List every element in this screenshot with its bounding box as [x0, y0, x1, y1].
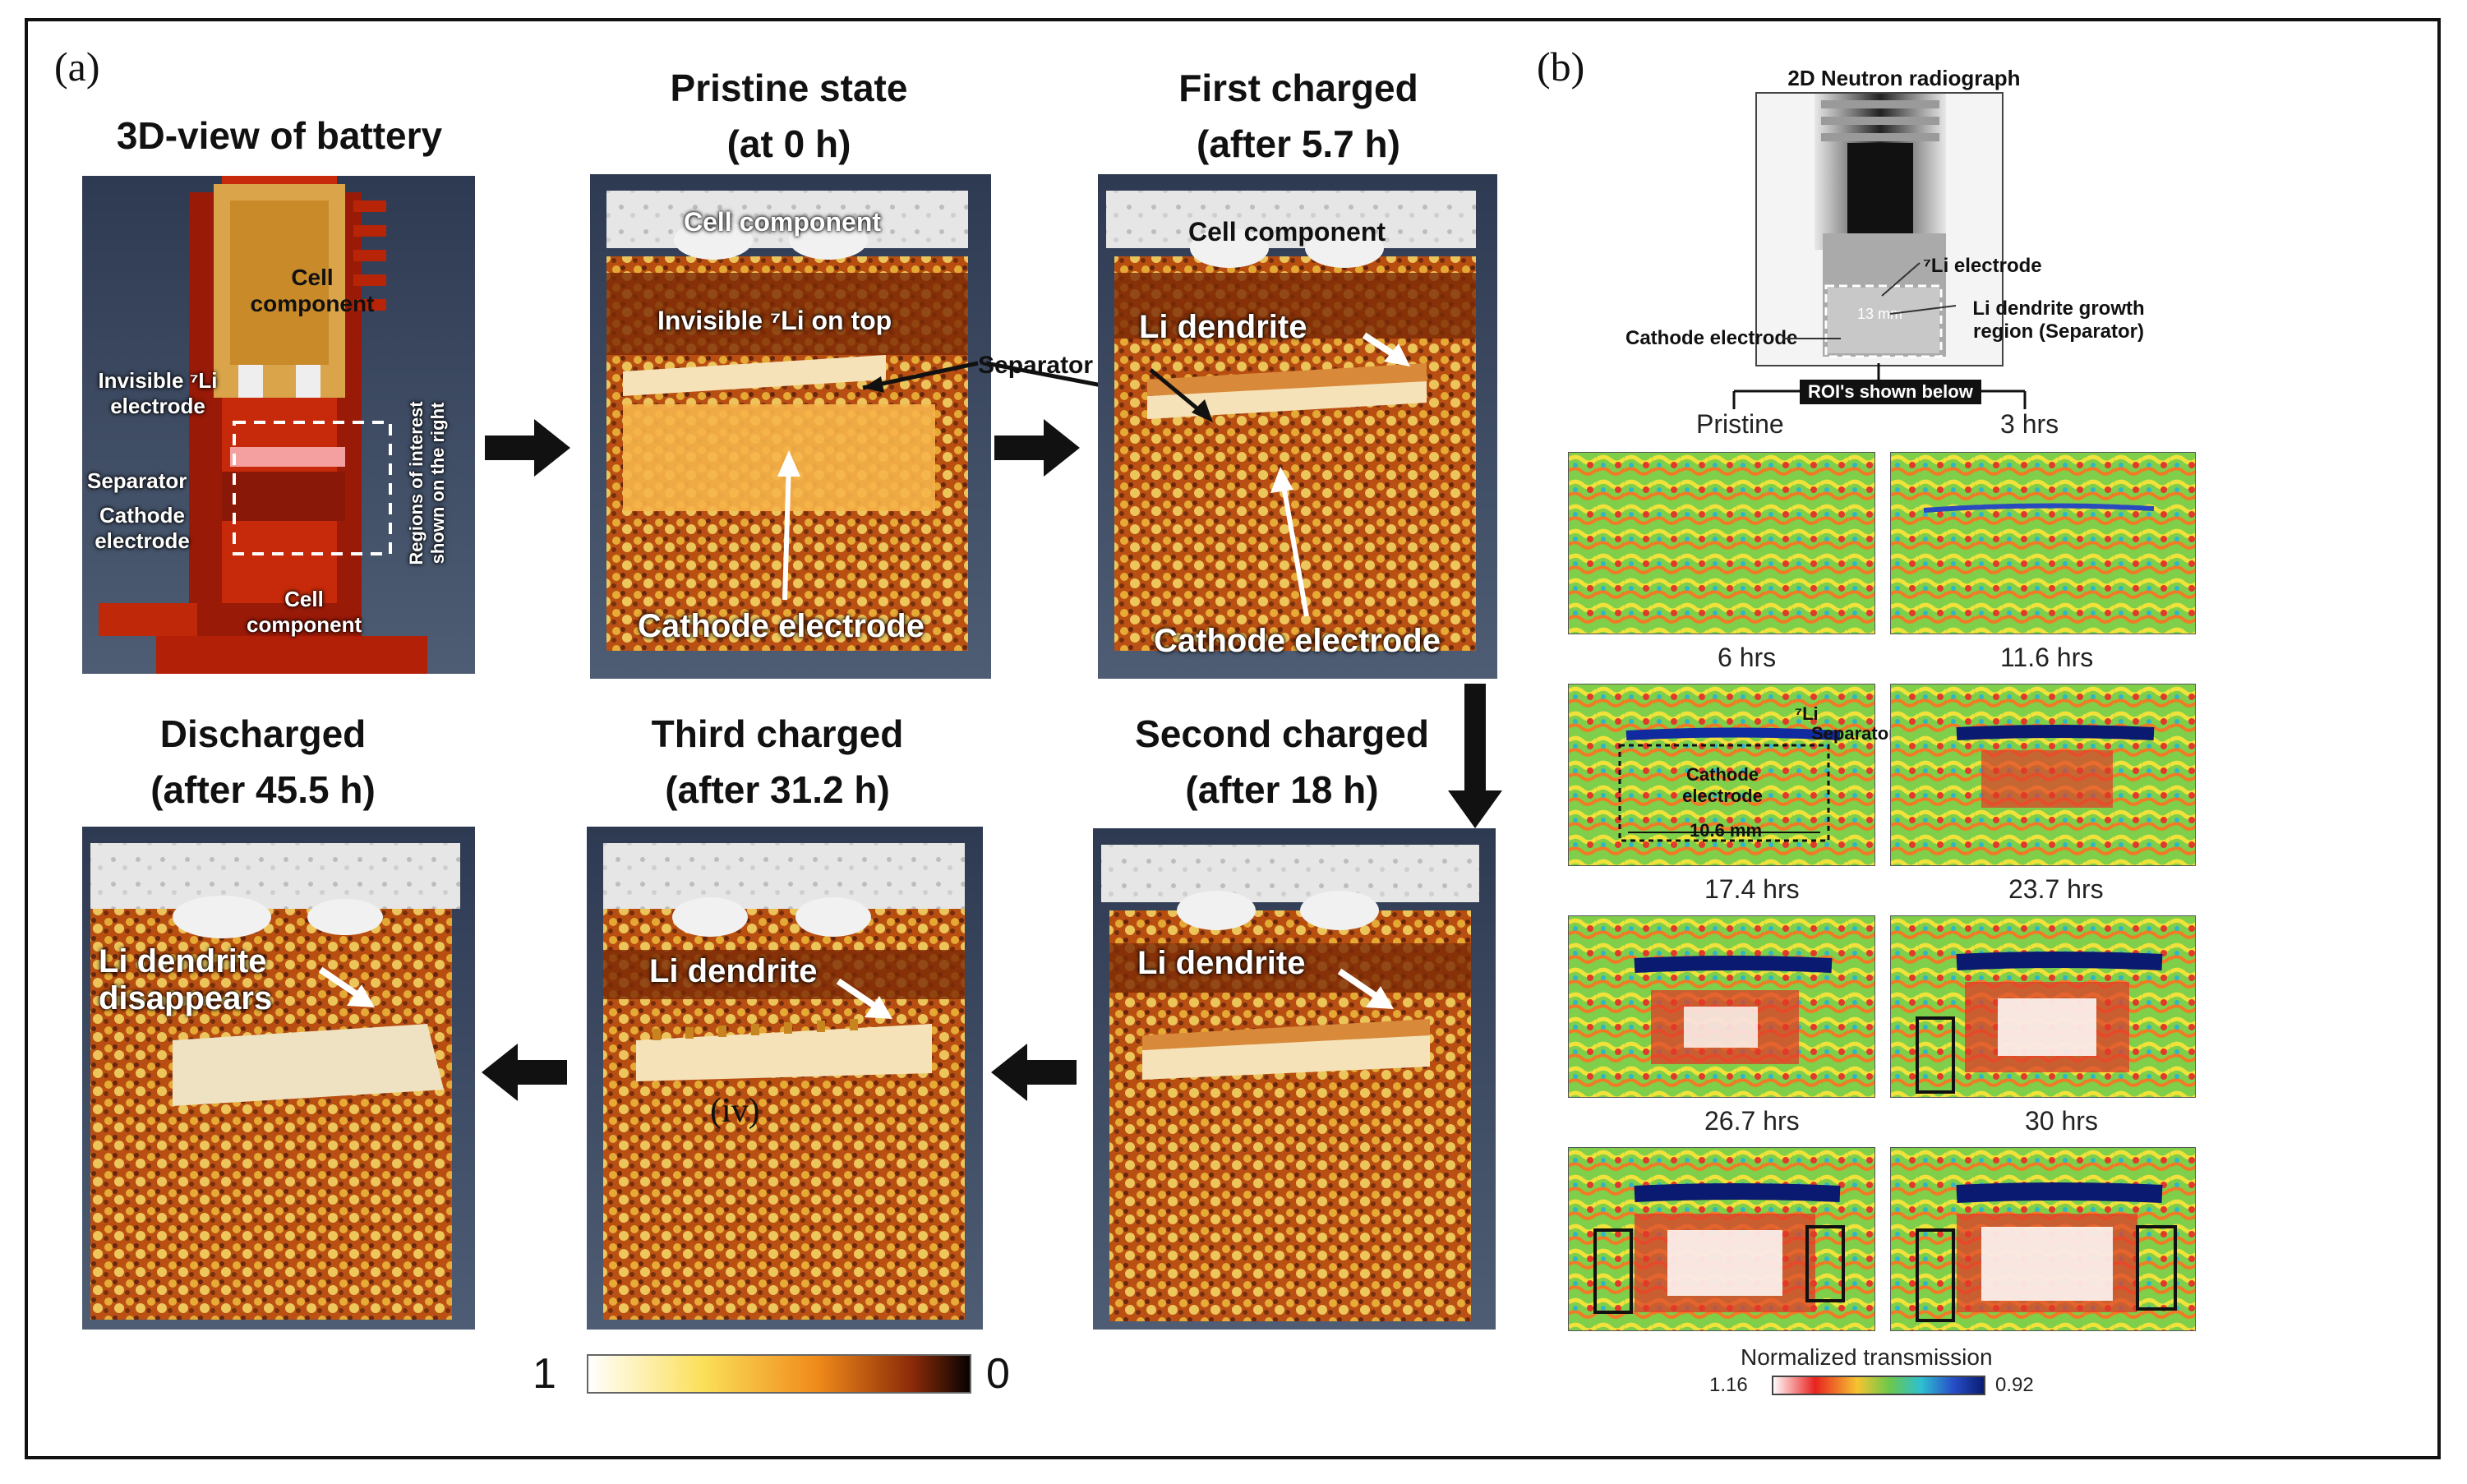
colorbar-b-right: 0.92	[1995, 1374, 2034, 1396]
radiograph-title: 2D Neutron radiograph	[1787, 66, 2021, 90]
battery-label-cell-bottom: Cell component	[247, 587, 362, 637]
roi-label: 3 hrs	[2000, 409, 2059, 439]
third-li-dendrite: Li dendrite	[649, 953, 818, 989]
third-charged-title-2: (after 31.2 h)	[665, 768, 890, 811]
battery-label-separator: Separator	[87, 468, 187, 493]
pristine-arrows	[777, 361, 1118, 601]
discharged-image	[82, 827, 475, 1330]
discharged-arrow	[318, 966, 375, 1007]
battery-title: 3D-view of battery	[116, 114, 443, 157]
roi-label: 11.6 hrs	[2000, 643, 2094, 672]
first-cathode: Cathode electrode	[1154, 623, 1441, 659]
figure-frame	[25, 18, 2441, 1459]
discharged-title-1: Discharged	[159, 712, 367, 755]
pristine-image	[590, 174, 991, 679]
battery-3d-image	[82, 176, 475, 674]
pristine-title-2: (at 0 h)	[726, 122, 851, 165]
second-charged-title-1: Second charged	[1135, 712, 1429, 755]
third-iv-label: (iv)	[710, 1092, 760, 1130]
roi-inner-width: 10.6 mm	[1690, 820, 1763, 841]
roi-label: 6 hrs	[1718, 643, 1777, 672]
arrow-down-icon	[1448, 684, 1502, 828]
roi-label: 30 hrs	[2025, 1106, 2098, 1136]
battery-label-cell-top: Cell component	[250, 265, 375, 316]
panel-a-tag: (a)	[54, 44, 100, 90]
radiograph-width: 13 mm	[1857, 306, 1903, 322]
second-charged-image	[1093, 828, 1496, 1330]
first-arrows	[1149, 332, 1410, 617]
colorbar-a-right: 0	[986, 1350, 1010, 1398]
second-charged-title-2: (after 18 h)	[1185, 768, 1379, 811]
arrow-right-icon	[485, 419, 570, 477]
first-charged-title-1: First charged	[1178, 67, 1418, 109]
roi-image-17h	[1568, 915, 1875, 1098]
roi-inner-separator: Separator	[1811, 723, 1896, 744]
roi-image-30h	[1890, 1147, 2196, 1331]
radiograph-li-electrode: ⁷Li electrode	[1923, 255, 2042, 277]
third-charged-image	[587, 827, 983, 1330]
roi-label: 26.7 hrs	[1704, 1106, 1800, 1136]
roi-image-6h	[1568, 684, 1875, 866]
pristine-title-1: Pristine state	[670, 67, 908, 109]
radiograph-image	[1755, 92, 2004, 366]
radiograph-cathode: Cathode electrode	[1625, 327, 1798, 349]
first-charged-image	[1098, 174, 1497, 679]
colorbar-a	[587, 1354, 971, 1394]
roi-image-26h	[1568, 1147, 1875, 1331]
roi-image-3h	[1890, 452, 2196, 634]
battery-label-roi: Regions of interest shown on the right	[406, 401, 448, 565]
roi-inner-cathode: Cathode electrode	[1682, 764, 1763, 806]
discharged-title-2: (after 45.5 h)	[150, 768, 376, 811]
second-li-dendrite: Li dendrite	[1137, 945, 1306, 981]
first-cell-component: Cell component	[1188, 217, 1386, 247]
roi-image-23h	[1890, 915, 2196, 1098]
roi-label: Pristine	[1696, 409, 1784, 439]
first-li-dendrite: Li dendrite	[1139, 309, 1307, 345]
colorbar-b-title: Normalized transmission	[1741, 1344, 1993, 1370]
roi-image-pristine	[1568, 452, 1875, 634]
roi-label: 17.4 hrs	[1704, 874, 1800, 904]
radiograph-dendrite-region: Li dendrite growth region (Separator)	[1972, 297, 2145, 343]
discharged-dendrite-disappears: Li dendrite disappears	[99, 943, 273, 1016]
colorbar-a-left: 1	[533, 1350, 556, 1398]
pristine-invisible-li: Invisible ⁷Li on top	[657, 306, 892, 335]
colorbar-b-left: 1.16	[1709, 1374, 1748, 1396]
battery-label-cathode: Cathode electrode	[95, 503, 190, 553]
roi-label: 23.7 hrs	[2008, 874, 2104, 904]
roi-image-11h	[1890, 684, 2196, 866]
arrow-left-icon	[482, 1044, 567, 1101]
arrow-right-icon	[994, 419, 1080, 477]
first-charged-title-2: (after 5.7 h)	[1197, 122, 1400, 165]
second-arrow	[1337, 968, 1394, 1009]
roi-inner-li: ⁷Li	[1795, 703, 1819, 724]
battery-label-invisible-li: Invisible ⁷Li electrode	[98, 368, 218, 418]
panel-b-tag: (b)	[1537, 44, 1585, 90]
pristine-cathode: Cathode electrode	[638, 608, 925, 644]
third-arrow	[836, 978, 892, 1019]
colorbar-b	[1772, 1376, 1985, 1395]
pristine-cell-component: Cell component	[684, 207, 882, 237]
third-charged-title-1: Third charged	[651, 712, 904, 755]
arrow-left-icon	[991, 1044, 1077, 1101]
roi-banner: ROI's shown below	[1800, 380, 1981, 404]
